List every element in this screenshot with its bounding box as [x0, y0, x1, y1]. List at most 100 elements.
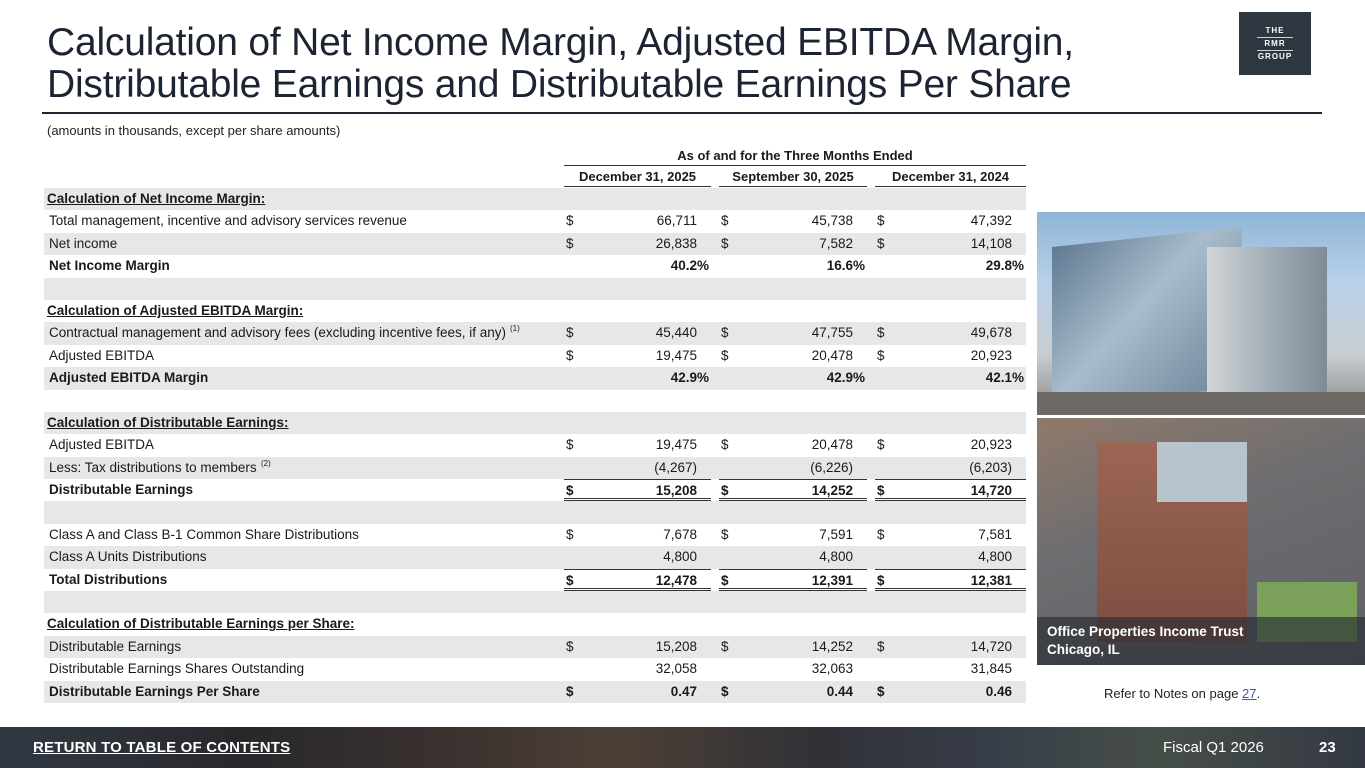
notes-reference-prefix: Refer to Notes on page: [1104, 686, 1243, 701]
cell-value: 19,475: [655, 437, 697, 453]
rmr-group-logo: THE RMR GROUP: [1239, 12, 1311, 75]
cell-value: 42.1%: [985, 370, 1024, 386]
cell-dec-2024: $14,108: [875, 233, 1026, 255]
row-label: Calculation of Net Income Margin:: [47, 191, 266, 206]
column-header-sep-2025: September 30, 2025: [719, 167, 867, 187]
cell-dec-2025: (4,267): [564, 457, 711, 479]
cell-value: 45,440: [655, 325, 697, 341]
logo-text-rmr: RMR: [1264, 38, 1286, 48]
column-header-dec-2024: December 31, 2024: [875, 167, 1026, 187]
cell-sep-2025: $7,582: [719, 233, 867, 255]
cell-dec-2024: $20,923: [875, 345, 1026, 367]
currency-symbol: $: [566, 347, 574, 363]
currency-symbol: $: [877, 483, 885, 499]
photo-divider: [1037, 415, 1365, 418]
currency-symbol: $: [721, 572, 729, 588]
row-label: Net income: [49, 235, 118, 251]
cell-sep-2025: 4,800: [719, 546, 867, 568]
table-margin-row: Net Income Margin 40.2% 16.6% 29.8%: [44, 255, 1026, 277]
cell-dec-2024: (6,203): [875, 457, 1026, 479]
cell-value: 0.46: [985, 683, 1012, 699]
table-margin-row: Adjusted EBITDA Margin 42.9% 42.9% 42.1%: [44, 367, 1026, 390]
cell-dec-2024: 29.8%: [875, 255, 1026, 277]
cell-value: 14,252: [811, 638, 853, 654]
cell-sep-2025: $14,252: [719, 479, 867, 502]
cell-sep-2025: $45,738: [719, 210, 867, 232]
title-line-1: Calculation of Net Income Margin, Adjust…: [47, 21, 1074, 64]
currency-symbol: $: [877, 437, 885, 453]
row-label: Distributable Earnings Shares Outstandin…: [49, 661, 305, 677]
cell-value: 47,755: [811, 325, 853, 341]
cell-value: 29.8%: [985, 258, 1024, 274]
currency-symbol: $: [721, 483, 729, 499]
currency-symbol: $: [877, 572, 885, 588]
cell-value: 26,838: [655, 235, 697, 251]
currency-symbol: $: [721, 347, 729, 363]
row-label: Total Distributions: [49, 571, 168, 587]
table-section-header: Calculation of Net Income Margin:: [44, 188, 1026, 211]
currency-symbol: $: [721, 638, 729, 654]
cell-dec-2024: $49,678: [875, 322, 1026, 344]
footnote-marker: (2): [261, 458, 271, 468]
table-row: Net income $26,838 $7,582 $14,108: [44, 232, 1026, 256]
cell-sep-2025: $7,591: [719, 524, 867, 546]
row-label: Adjusted EBITDA: [49, 437, 155, 453]
cell-dec-2025: $15,208: [564, 479, 711, 502]
table-section-header: Calculation of Distributable Earnings pe…: [44, 613, 1026, 635]
cell-dec-2024: $0.46: [875, 681, 1026, 703]
footnote-marker: (1): [510, 324, 520, 334]
amounts-note: (amounts in thousands, except per share …: [47, 123, 341, 138]
currency-symbol: $: [566, 325, 574, 341]
notes-page-link[interactable]: 27: [1242, 686, 1257, 701]
row-label: Calculation of Distributable Earnings pe…: [47, 616, 355, 632]
cell-value: 16.6%: [826, 258, 865, 274]
photo-caption-company: Office Properties Income Trust: [1047, 624, 1244, 639]
row-label: Less: Tax distributions to members: [49, 459, 257, 475]
table-spacer-row: [44, 501, 1026, 524]
cell-value: 7,678: [663, 526, 697, 542]
return-to-toc-link[interactable]: RETURN TO TABLE OF CONTENTS: [33, 739, 291, 756]
row-label: Distributable Earnings: [49, 482, 194, 498]
cell-sep-2025: $20,478: [719, 345, 867, 367]
photo-caption: Office Properties Income Trust Chicago, …: [1037, 617, 1365, 665]
table-spacer-row: [44, 277, 1026, 300]
table-row: Distributable Earnings $15,208 $14,252 $14,…: [44, 635, 1026, 659]
row-label: Distributable Earnings Per Share: [49, 683, 260, 699]
table-row: Less: Tax distributions to members (2) (4,…: [44, 456, 1026, 480]
cell-value: 20,478: [811, 437, 853, 453]
table-total-row: Distributable Earnings $15,208 $14,252 $14,…: [44, 479, 1026, 502]
table-section-header: Calculation of Distributable Earnings:: [44, 411, 1026, 435]
cell-value: 14,108: [970, 235, 1012, 251]
cell-value: 7,582: [819, 235, 853, 251]
row-label: Adjusted EBITDA Margin: [49, 370, 209, 386]
cell-value: 14,720: [970, 638, 1012, 654]
cell-value: 14,720: [970, 483, 1012, 499]
currency-symbol: $: [721, 235, 729, 251]
table-row: Contractual management and advisory fees…: [44, 322, 1026, 345]
cell-sep-2025: $47,755: [719, 322, 867, 344]
currency-symbol: $: [566, 483, 574, 499]
cell-value: 14,252: [811, 483, 853, 499]
cell-value: 4,800: [663, 549, 697, 565]
cell-value: (6,203): [969, 459, 1012, 475]
cell-dec-2024: 42.1%: [875, 367, 1026, 389]
cell-sep-2025: (6,226): [719, 457, 867, 479]
cell-value: 12,391: [811, 572, 853, 588]
cell-value: 19,475: [655, 347, 697, 363]
logo-text-group: GROUP: [1257, 51, 1293, 61]
row-label: Contractual management and advisory fees…: [49, 325, 506, 341]
row-label: Calculation of Adjusted EBITDA Margin:: [47, 302, 304, 318]
cell-sep-2025: 42.9%: [719, 367, 867, 389]
currency-symbol: $: [877, 213, 885, 229]
cell-sep-2025: $12,391: [719, 568, 867, 592]
table-section-header: Calculation of Adjusted EBITDA Margin:: [44, 300, 1026, 322]
row-label: Adjusted EBITDA: [49, 347, 155, 363]
cell-dec-2025: $26,838: [564, 233, 711, 255]
currency-symbol: $: [877, 638, 885, 654]
row-label: Net Income Margin: [49, 258, 170, 274]
currency-symbol: $: [566, 572, 574, 588]
currency-symbol: $: [566, 213, 574, 229]
cell-dec-2024: $14,720: [875, 636, 1026, 658]
photo-caption-location: Chicago, IL: [1047, 642, 1120, 657]
currency-symbol: $: [566, 235, 574, 251]
